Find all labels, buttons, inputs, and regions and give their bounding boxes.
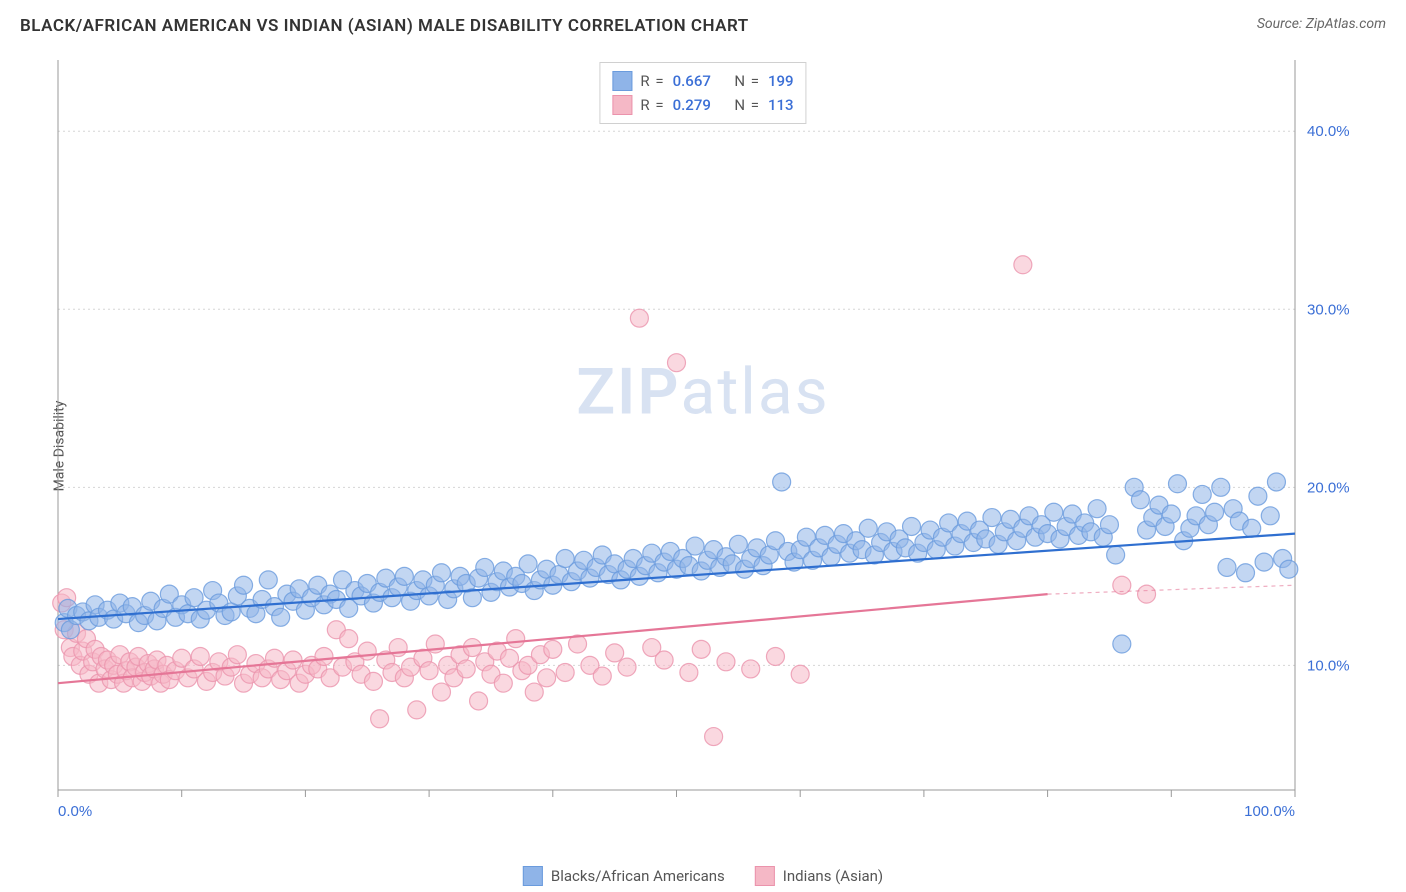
chart-title: BLACK/AFRICAN AMERICAN VS INDIAN (ASIAN)…: [20, 16, 749, 36]
stats-row-series-0: R = 0.667 N = 199: [612, 69, 793, 93]
svg-text:30.0%: 30.0%: [1307, 301, 1350, 318]
swatch-series-0-bottom: [523, 866, 543, 886]
swatch-series-0: [612, 71, 632, 91]
stats-legend: R = 0.667 N = 199 R = 0.279 N = 113: [599, 62, 806, 124]
scatter-chart-svg: 10.0% 20.0% 30.0% 40.0% 0.0% 100.0%: [50, 50, 1350, 830]
stats-row-series-1: R = 0.279 N = 113: [612, 93, 793, 117]
bottom-legend: Blacks/African Americans Indians (Asian): [523, 866, 883, 886]
legend-item-series-0: Blacks/African Americans: [523, 866, 725, 886]
svg-text:100.0%: 100.0%: [1244, 803, 1295, 820]
legend-label-0: Blacks/African Americans: [551, 867, 725, 885]
swatch-series-1-bottom: [755, 866, 775, 886]
svg-text:0.0%: 0.0%: [58, 803, 92, 820]
source-attribution: Source: ZipAtlas.com: [1257, 16, 1386, 32]
legend-item-series-1: Indians (Asian): [755, 866, 883, 886]
svg-text:40.0%: 40.0%: [1307, 123, 1350, 140]
svg-text:20.0%: 20.0%: [1307, 479, 1350, 496]
swatch-series-1: [612, 95, 632, 115]
chart-plot-area: 10.0% 20.0% 30.0% 40.0% 0.0% 100.0%: [50, 50, 1350, 830]
legend-label-1: Indians (Asian): [783, 867, 883, 885]
svg-text:10.0%: 10.0%: [1307, 657, 1350, 674]
